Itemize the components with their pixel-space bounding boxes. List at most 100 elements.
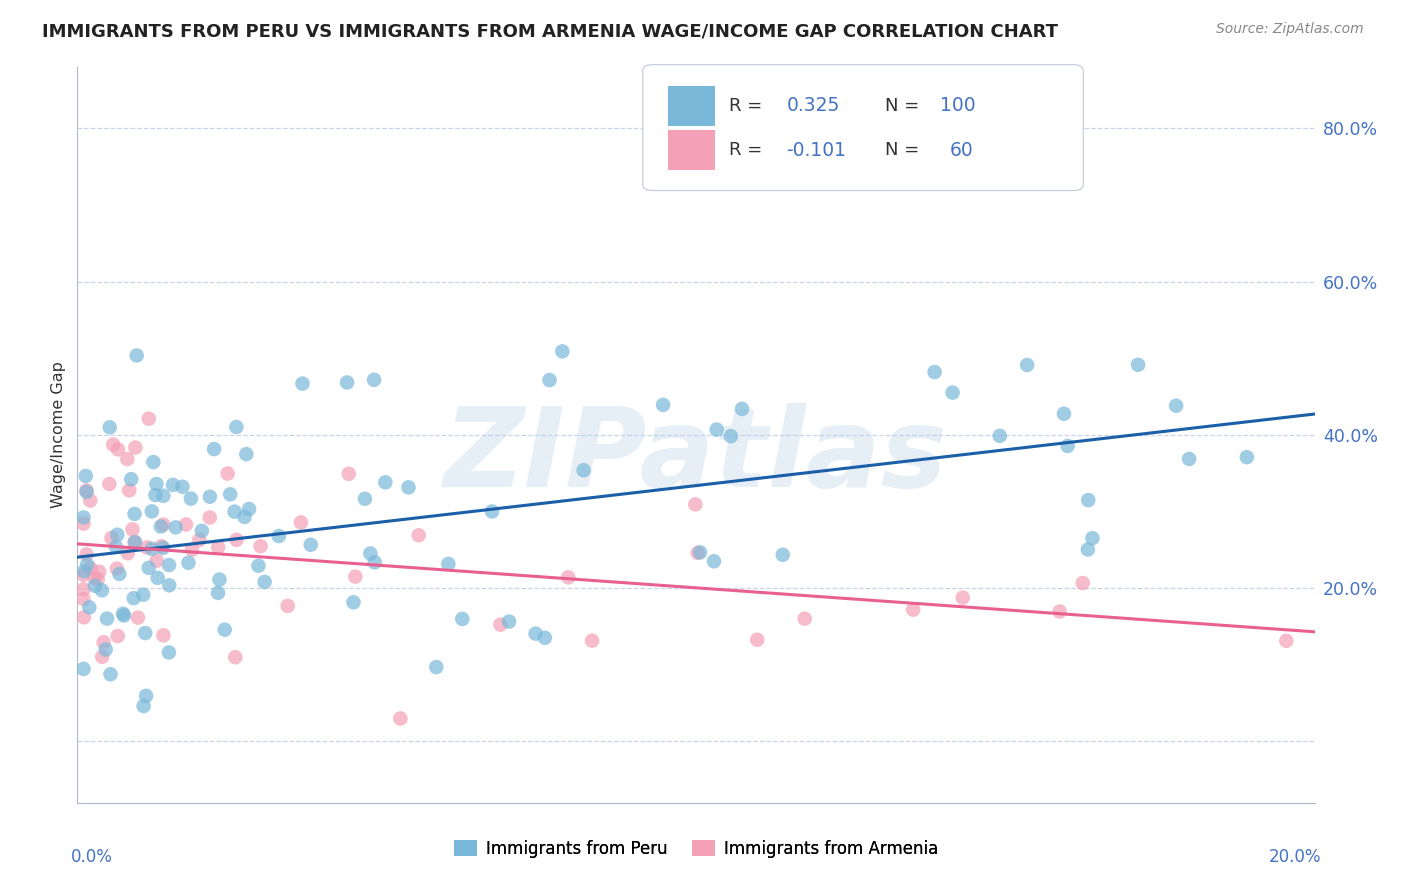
Point bbox=[132, 588, 155, 602]
Point bbox=[342, 595, 364, 609]
Point bbox=[117, 452, 139, 467]
Point bbox=[136, 541, 159, 555]
Point bbox=[142, 455, 165, 469]
Point bbox=[91, 583, 114, 598]
Point bbox=[105, 540, 128, 554]
Point bbox=[363, 373, 385, 387]
Point bbox=[364, 555, 387, 569]
Point bbox=[731, 401, 754, 416]
Point bbox=[124, 507, 146, 521]
Point bbox=[1081, 531, 1104, 545]
Point bbox=[105, 561, 128, 575]
Point bbox=[1017, 358, 1039, 372]
Point bbox=[145, 477, 167, 491]
Point bbox=[145, 554, 167, 568]
Text: 20.0%: 20.0% bbox=[1268, 848, 1320, 866]
Point bbox=[489, 617, 512, 632]
Point bbox=[238, 502, 260, 516]
Point bbox=[76, 558, 98, 572]
Point bbox=[172, 480, 194, 494]
Point bbox=[207, 586, 229, 600]
Point bbox=[689, 545, 711, 559]
Point bbox=[124, 535, 146, 549]
Point bbox=[132, 699, 155, 714]
FancyBboxPatch shape bbox=[668, 130, 714, 170]
Point bbox=[299, 538, 322, 552]
Point bbox=[93, 635, 115, 649]
Point bbox=[127, 610, 149, 624]
Point bbox=[72, 510, 94, 524]
Point bbox=[1056, 439, 1078, 453]
Point bbox=[75, 483, 97, 498]
Point bbox=[79, 561, 101, 575]
Point bbox=[1053, 407, 1076, 421]
Point bbox=[408, 528, 430, 542]
Point bbox=[100, 531, 122, 545]
Point bbox=[398, 480, 420, 494]
FancyBboxPatch shape bbox=[668, 86, 714, 126]
Point bbox=[534, 631, 557, 645]
Point bbox=[84, 579, 107, 593]
Legend: Immigrants from Peru, Immigrants from Armenia: Immigrants from Peru, Immigrants from Ar… bbox=[447, 833, 945, 864]
Point bbox=[703, 554, 725, 568]
Point bbox=[76, 548, 98, 562]
Point bbox=[121, 522, 143, 536]
Point bbox=[1077, 542, 1099, 557]
Point bbox=[150, 539, 173, 553]
Point bbox=[143, 488, 166, 502]
Point bbox=[572, 463, 595, 477]
Point bbox=[86, 573, 108, 587]
Point bbox=[389, 711, 412, 725]
Point bbox=[141, 504, 163, 518]
Point bbox=[1049, 605, 1071, 619]
Point bbox=[247, 558, 270, 573]
Point bbox=[267, 529, 290, 543]
Text: R =: R = bbox=[730, 97, 768, 115]
Point bbox=[98, 477, 121, 491]
Point bbox=[138, 411, 160, 425]
Point bbox=[498, 615, 520, 629]
Point bbox=[105, 527, 128, 541]
Point bbox=[124, 441, 146, 455]
Point bbox=[152, 517, 174, 532]
Point bbox=[91, 649, 114, 664]
Point bbox=[157, 578, 180, 592]
Point bbox=[451, 612, 474, 626]
Point bbox=[100, 667, 122, 681]
Point bbox=[217, 467, 239, 481]
Point bbox=[177, 556, 200, 570]
Point bbox=[107, 629, 129, 643]
Text: 100: 100 bbox=[939, 96, 976, 115]
Point bbox=[72, 592, 94, 607]
Point bbox=[336, 376, 359, 390]
Point bbox=[108, 566, 131, 581]
Point bbox=[685, 497, 707, 511]
Text: Source: ZipAtlas.com: Source: ZipAtlas.com bbox=[1216, 22, 1364, 37]
Point bbox=[198, 510, 221, 524]
Text: IMMIGRANTS FROM PERU VS IMMIGRANTS FROM ARMENIA WAGE/INCOME GAP CORRELATION CHAR: IMMIGRANTS FROM PERU VS IMMIGRANTS FROM … bbox=[42, 22, 1059, 40]
Point bbox=[224, 505, 246, 519]
Text: R =: R = bbox=[730, 141, 768, 159]
Point bbox=[79, 493, 101, 508]
Point bbox=[107, 442, 129, 457]
Point bbox=[180, 491, 202, 506]
Point bbox=[98, 420, 121, 434]
Point bbox=[83, 570, 105, 584]
Point bbox=[141, 541, 163, 556]
Point bbox=[337, 467, 360, 481]
Point bbox=[942, 385, 965, 400]
Point bbox=[706, 423, 728, 437]
Point bbox=[1275, 633, 1298, 648]
Point bbox=[96, 611, 118, 625]
Point bbox=[1077, 493, 1099, 508]
Point bbox=[157, 558, 180, 572]
Point bbox=[188, 533, 211, 547]
Point bbox=[277, 599, 299, 613]
Point bbox=[291, 376, 314, 391]
Point bbox=[924, 365, 946, 379]
Text: 60: 60 bbox=[949, 141, 973, 160]
Point bbox=[118, 483, 141, 498]
Point bbox=[437, 557, 460, 571]
Point bbox=[253, 574, 276, 589]
Point bbox=[557, 570, 579, 584]
